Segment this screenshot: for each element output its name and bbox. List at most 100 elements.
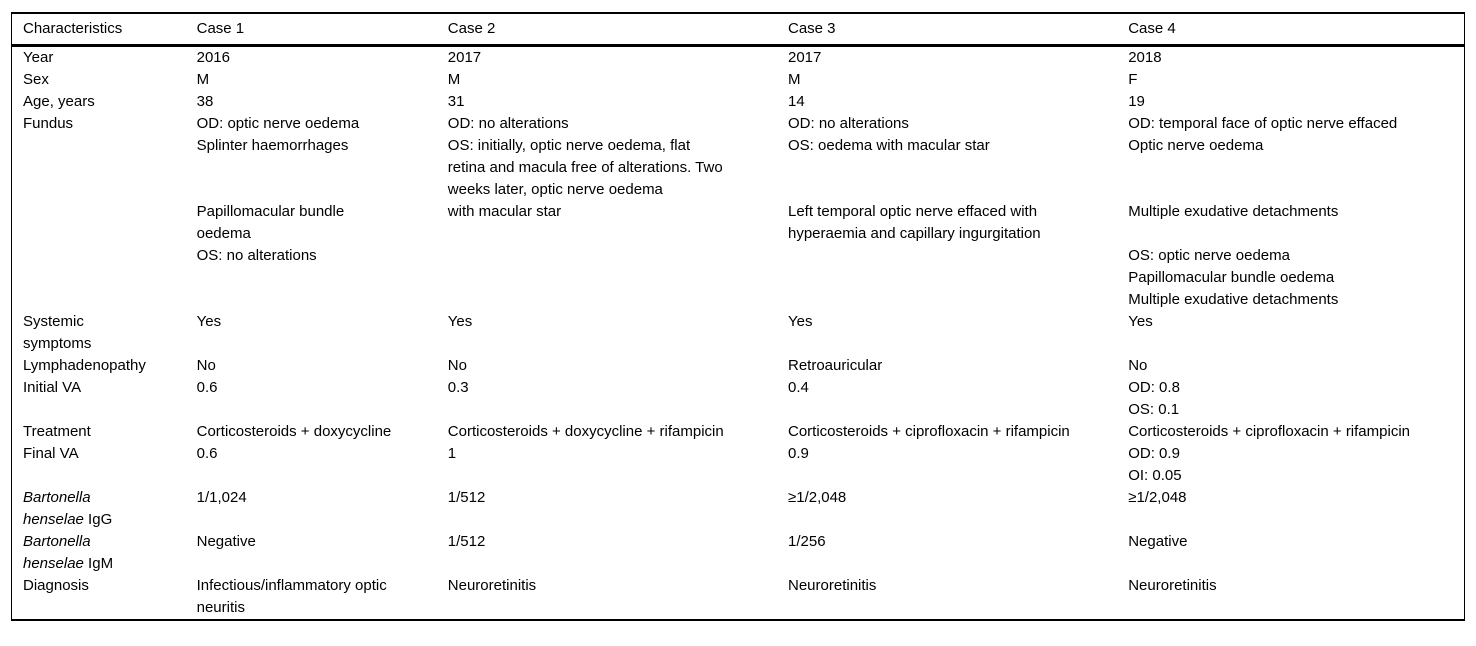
cell-initial-va-case-3: 0.4 [777, 377, 1117, 421]
table-row-sex: Sex M M M F [12, 69, 1465, 91]
cell-diagnosis-case-3: Neuroretinitis [777, 575, 1117, 620]
case-comparison-table: Characteristics Case 1 Case 2 Case 3 Case 4 … [11, 12, 1465, 621]
cell-lymphadenopathy-case-3: Retroauricular [777, 355, 1117, 377]
text-line: 1/512 [447, 489, 486, 506]
text-line: Multiple exudative detachments [1128, 291, 1339, 308]
text-line: Negative [1128, 533, 1188, 550]
cell-final-va-case-3: 0.9 [777, 443, 1117, 487]
text-line: OS: no alterations [196, 247, 317, 264]
row-label-initial-va: Initial VA [12, 377, 186, 421]
text-line: M [788, 71, 801, 88]
text-line: Sex [23, 71, 49, 88]
row-label-lymphadenopathy: Lymphadenopathy [12, 355, 186, 377]
text-line: 2017 [788, 49, 822, 66]
cell-year-case-3: 2017 [777, 46, 1117, 70]
text-line: Yes [1128, 313, 1153, 330]
cell-lymphadenopathy-case-2: No [437, 355, 777, 377]
row-label-systemic-symptoms: Systemic symptoms [12, 311, 186, 355]
text-line: Corticosteroids + ciprofloxacin + rifamp… [1128, 423, 1410, 440]
row-label-diagnosis: Diagnosis [12, 575, 186, 620]
table-row-treatment: Treatment Corticosteroids + doxycycline Co… [12, 421, 1465, 443]
text-line: 38 [196, 93, 214, 110]
text-line: henselae IgM [23, 555, 114, 572]
text-line: Initial VA [23, 379, 82, 396]
text-line: 1 [447, 445, 457, 462]
text-line: oedema [196, 225, 251, 242]
text-line: M [447, 71, 461, 88]
text-line: 14 [788, 93, 805, 110]
text-line: 2016 [196, 49, 230, 66]
text-line: OS: optic nerve oedema [1128, 247, 1290, 264]
text-line: Fundus [23, 115, 74, 132]
text-line: Year [23, 49, 54, 66]
text-line: OD: no alterations [788, 115, 909, 132]
cell-final-va-case-2: 1 [437, 443, 777, 487]
text-line: 2018 [1128, 49, 1162, 66]
cell-fundus-continued-case-4: Multiple exudative detachments OS: optic… [1117, 201, 1464, 311]
cell-treatment-case-4: Corticosteroids + ciprofloxacin + rifamp… [1117, 421, 1464, 443]
text-line: henselae IgG [23, 511, 113, 528]
cell-initial-va-case-4: OD: 0.8 OS: 0.1 [1117, 377, 1464, 421]
text-line: 2017 [447, 49, 482, 66]
text-line: No [447, 357, 467, 374]
text-line: Bartonella [23, 489, 91, 506]
column-header-case-2: Case 2 [436, 13, 777, 47]
text-line: 1/512 [447, 533, 486, 550]
cell-year-case-4: 2018 [1117, 46, 1464, 70]
text-line: Retroauricular [788, 357, 883, 374]
text-line: Corticosteroids + doxycycline + rifampic… [447, 423, 724, 440]
cell-bartonella-henselae-igg-case-3: ≥1/2,048 [777, 487, 1117, 531]
cell-bartonella-henselae-igg-case-1: 1/1,024 [186, 487, 437, 531]
cell-lymphadenopathy-case-4: No [1117, 355, 1464, 377]
text-line: Systemic [23, 313, 84, 330]
cell-fundus-continued-case-2: with macular star [437, 201, 777, 311]
table-row-systemic-symptoms: Systemic symptoms Yes Yes Yes Yes [12, 311, 1465, 355]
cell-fundus-case-1: OD: optic nerve oedema Splinter haemorrha… [186, 113, 437, 201]
table-row-bartonella-henselae-igm: Bartonella henselae IgM Negative 1/512 1/256… [12, 531, 1465, 575]
text-line: 0.3 [447, 379, 469, 396]
text-line: Neuroretinitis [1128, 577, 1217, 594]
cell-diagnosis-case-1: Infectious/inflammatory optic neuritis [186, 575, 437, 620]
text-line: with macular star [447, 203, 562, 220]
cell-bartonella-henselae-igm-case-4: Negative [1117, 531, 1464, 575]
table-row-year: Year 2016 2017 2017 2018 [12, 46, 1465, 70]
cell-treatment-case-1: Corticosteroids + doxycycline [186, 421, 437, 443]
text-line: Multiple exudative detachments [1128, 203, 1339, 220]
cell-systemic-symptoms-case-4: Yes [1117, 311, 1464, 355]
text-line: No [1128, 357, 1148, 374]
text-line: 0.4 [788, 379, 809, 396]
text-line: Neuroretinitis [447, 577, 537, 594]
cell-fundus-continued-case-3: Left temporal optic nerve effaced with hy… [777, 201, 1117, 311]
text-line: Corticosteroids + doxycycline [196, 423, 392, 440]
text-line: 0.6 [196, 379, 218, 396]
cell-age-years-case-2: 31 [437, 91, 777, 113]
cell-bartonella-henselae-igm-case-1: Negative [186, 531, 437, 575]
cell-systemic-symptoms-case-1: Yes [186, 311, 437, 355]
text-line: 1/256 [788, 533, 826, 550]
cell-systemic-symptoms-case-3: Yes [777, 311, 1117, 355]
text-line: Age, years [23, 93, 95, 110]
table-body: Year 2016 2017 2017 2018 Sex M M M F Age, years 38 3… [12, 46, 1465, 621]
text-line: Final VA [23, 445, 79, 462]
text-line: Corticosteroids + ciprofloxacin + rifamp… [788, 423, 1070, 440]
text-line: No [196, 357, 216, 374]
column-header-case-1: Case 1 [185, 13, 437, 47]
header-row: Characteristics Case 1 Case 2 Case 3 Case 4 [11, 13, 1465, 47]
table-row-fundus-continued: Papillomacular bundle oedema OS: no altera… [12, 201, 1465, 311]
spacer-line [1128, 223, 1456, 245]
text-line: M [196, 71, 210, 88]
row-label-final-va: Final VA [12, 443, 186, 487]
row-label-fundus-continued [12, 201, 186, 311]
text-line: Lymphadenopathy [23, 357, 146, 374]
row-label-age-years: Age, years [12, 91, 186, 113]
text-line: Yes [196, 313, 222, 330]
text-line: OS: initially, optic nerve oedema, flat [447, 137, 691, 154]
cell-sex-case-2: M [437, 69, 777, 91]
cell-fundus-continued-case-1: Papillomacular bundle oedema OS: no altera… [186, 201, 437, 311]
cell-final-va-case-1: 0.6 [186, 443, 437, 487]
row-label-bartonella-henselae-igg: Bartonella henselae IgG [12, 487, 186, 531]
text-line: Infectious/inflammatory optic [196, 577, 387, 594]
text-line: neuritis [196, 599, 245, 616]
spacer-line [23, 201, 178, 223]
text-line: Bartonella [23, 533, 91, 550]
